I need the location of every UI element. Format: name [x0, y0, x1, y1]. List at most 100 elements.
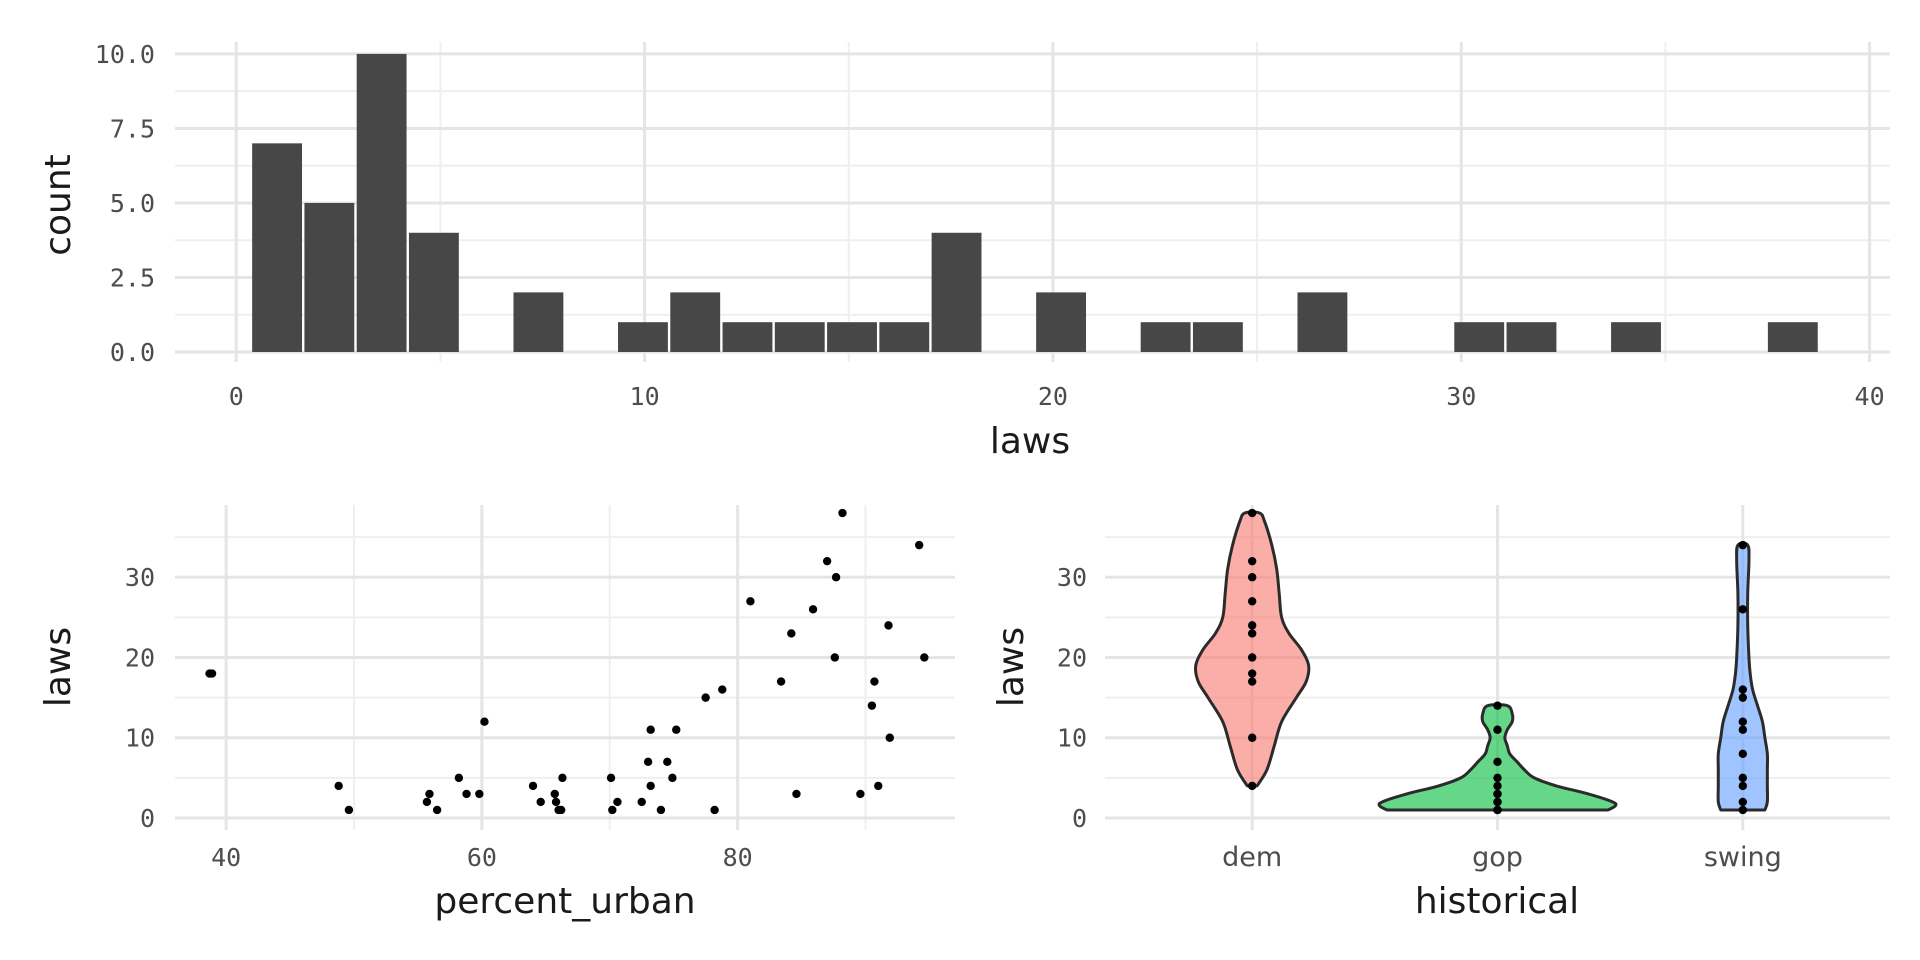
scatter-point: [207, 669, 217, 678]
x-tick-label: 60: [467, 843, 497, 872]
histogram-bar: [931, 232, 982, 352]
histogram-bar: [1036, 292, 1087, 352]
y-tick-label: 30: [125, 563, 155, 592]
scatter-point: [344, 805, 354, 815]
x-tick-label: 30: [1446, 382, 1476, 411]
x-tick-label: 40: [211, 843, 241, 872]
violin-point: [1247, 556, 1257, 566]
histogram-bar: [1192, 322, 1243, 352]
scatter-point: [668, 773, 677, 783]
scatter-point: [422, 797, 432, 807]
y-tick-label: 20: [1057, 643, 1087, 672]
y-tick-label: 10.0: [95, 40, 155, 69]
scatter-point: [475, 789, 484, 799]
violin-point: [1493, 805, 1502, 815]
scatter-panel: 0 10 20 30 40 60 80 percent_urban laws: [38, 505, 955, 922]
y-tick-label: 0: [140, 804, 155, 833]
scatter-point: [462, 789, 471, 799]
y-tick-label: 10: [1057, 724, 1087, 753]
histogram-grid: [175, 42, 1890, 362]
scatter-point: [884, 621, 893, 630]
violin-point: [1247, 573, 1257, 582]
histogram-bar: [670, 292, 721, 352]
scatter-point: [792, 789, 801, 799]
scatter-point: [885, 733, 894, 742]
violin-point: [1247, 508, 1257, 518]
histogram-bar: [408, 232, 459, 352]
violin-dem: [1194, 510, 1311, 788]
x-tick-label: 20: [1038, 382, 1068, 411]
violin-point: [1247, 669, 1257, 678]
scatter-point: [550, 789, 559, 799]
scatter-point: [656, 805, 666, 815]
violin-y-axis-title: laws: [991, 627, 1032, 707]
violin-point: [1738, 685, 1748, 694]
violin-point: [1738, 605, 1748, 614]
scatter-point: [643, 757, 653, 767]
category-label: swing: [1704, 842, 1782, 873]
violin-point: [1493, 797, 1502, 807]
violin-point: [1738, 805, 1748, 815]
scatter-point: [637, 797, 646, 807]
scatter-point: [480, 717, 489, 726]
violin-point: [1493, 725, 1502, 734]
violins: [1194, 510, 1770, 812]
y-tick-label: 0.0: [110, 338, 155, 367]
violin-point: [1738, 693, 1748, 702]
histogram-bar: [774, 322, 825, 352]
scatter-point: [831, 573, 841, 582]
scatter-point: [536, 797, 545, 807]
histogram-bars: [252, 53, 1818, 353]
scatter-y-tick-labels: 0 10 20 30: [125, 563, 155, 833]
scatter-point: [822, 556, 832, 566]
violin-point: [1738, 540, 1748, 550]
histogram-bar: [618, 322, 668, 352]
x-tick-label: 0: [229, 382, 244, 411]
violin-point: [1247, 733, 1257, 742]
histogram-bar: [827, 322, 877, 352]
scatter-point: [551, 797, 561, 807]
histogram-bar: [1506, 322, 1557, 352]
scatter-point: [425, 789, 434, 799]
y-tick-label: 0: [1072, 804, 1087, 833]
histogram-bar: [879, 322, 930, 352]
scatter-x-axis-title: percent_urban: [434, 881, 695, 922]
violin-point: [1247, 653, 1257, 662]
violin-points: [1247, 508, 1748, 815]
histogram-y-tick-labels: 0.0 2.5 5.0 7.5 10.0: [95, 40, 155, 367]
histogram-bar: [1767, 322, 1818, 352]
y-tick-label: 20: [125, 643, 155, 672]
histogram-bar: [304, 202, 355, 352]
y-tick-label: 5.0: [110, 189, 155, 218]
scatter-point: [830, 653, 840, 662]
violin-x-axis-title: historical: [1415, 881, 1579, 922]
scatter-point: [867, 701, 877, 710]
violin-point: [1247, 781, 1257, 791]
scatter-point: [808, 605, 818, 614]
violin-point: [1738, 749, 1748, 758]
violin-y-tick-labels: 0 10 20 30: [1057, 563, 1087, 833]
scatter-point: [856, 789, 865, 799]
scatter-point: [613, 797, 622, 807]
scatter-y-axis-title: laws: [38, 627, 79, 707]
histogram-bar: [513, 292, 564, 352]
scatter-point: [787, 629, 796, 638]
histogram-panel: 0.0 2.5 5.0 7.5 10.0 0 10 20 30 40 laws count: [38, 40, 1890, 462]
violin-point: [1493, 781, 1502, 791]
histogram-bar: [722, 322, 773, 352]
scatter-point: [432, 805, 442, 815]
scatter-grid: [175, 505, 955, 830]
x-tick-label: 10: [630, 382, 660, 411]
y-tick-label: 10: [125, 724, 155, 753]
scatter-point: [558, 773, 567, 783]
violin-swing: [1716, 541, 1770, 812]
scatter-point: [608, 805, 617, 815]
violin-point: [1247, 677, 1257, 686]
violin-point: [1738, 781, 1748, 791]
scatter-point: [718, 685, 727, 694]
y-tick-label: 2.5: [110, 263, 155, 292]
violin-point: [1247, 597, 1257, 606]
scatter-point: [776, 677, 786, 686]
violin-point: [1738, 797, 1748, 807]
